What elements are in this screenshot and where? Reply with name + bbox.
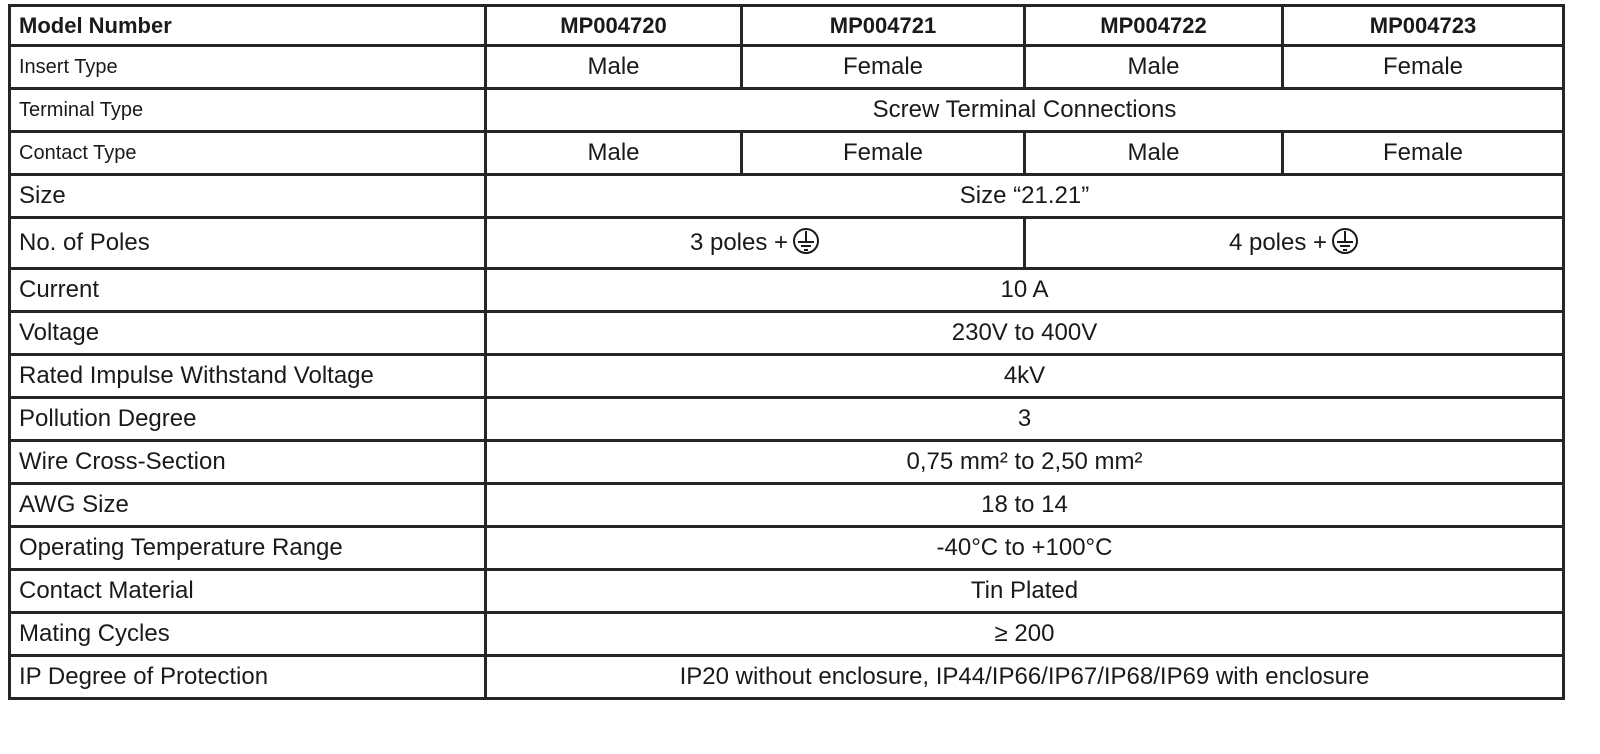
- table-row: Voltage 230V to 400V: [8, 310, 1565, 356]
- row-label: Pollution Degree: [8, 396, 487, 442]
- table-row: Size Size “21.21”: [8, 173, 1565, 219]
- cell-value: Screw Terminal Connections: [484, 87, 1565, 133]
- ground-symbol-icon: [1331, 227, 1359, 260]
- cell-value: Male: [1023, 44, 1284, 90]
- row-label: Contact Type: [8, 130, 487, 176]
- header-row: Model Number MP004720 MP004721 MP004722 …: [8, 4, 1565, 47]
- row-label: Operating Temperature Range: [8, 525, 487, 571]
- cell-value: -40°C to +100°C: [484, 525, 1565, 571]
- row-label: Insert Type: [8, 44, 487, 90]
- cell-value: IP20 without enclosure, IP44/IP66/IP67/I…: [484, 654, 1565, 700]
- row-label: Wire Cross-Section: [8, 439, 487, 485]
- table-row: Current 10 A: [8, 267, 1565, 313]
- row-label: Mating Cycles: [8, 611, 487, 657]
- poles-cell: 4 poles +: [1023, 216, 1565, 270]
- cell-value: Female: [740, 130, 1026, 176]
- cell-value: Size “21.21”: [484, 173, 1565, 219]
- table-row: Contact Material Tin Plated: [8, 568, 1565, 614]
- cell-value: Male: [484, 44, 743, 90]
- table-row: Contact Type Male Female Male Female: [8, 130, 1565, 176]
- row-label: Voltage: [8, 310, 487, 356]
- model-header: MP004721: [740, 4, 1026, 47]
- cell-value: 230V to 400V: [484, 310, 1565, 356]
- table-row: No. of Poles 3 poles + 4 poles +: [8, 216, 1565, 270]
- table-row: Rated Impulse Withstand Voltage 4kV: [8, 353, 1565, 399]
- table-row: Mating Cycles ≥ 200: [8, 611, 1565, 657]
- cell-value: 18 to 14: [484, 482, 1565, 528]
- cell-value: 3: [484, 396, 1565, 442]
- cell-value: 4 poles +: [1228, 228, 1328, 256]
- cell-value: Tin Plated: [484, 568, 1565, 614]
- cell-value: Male: [484, 130, 743, 176]
- row-label: Size: [8, 173, 487, 219]
- table-row: AWG Size 18 to 14: [8, 482, 1565, 528]
- row-label: Terminal Type: [8, 87, 487, 133]
- cell-value: Female: [1281, 44, 1565, 90]
- row-label: AWG Size: [8, 482, 487, 528]
- cell-value: Female: [740, 44, 1026, 90]
- cell-value: 10 A: [484, 267, 1565, 313]
- row-label: Current: [8, 267, 487, 313]
- row-label: Rated Impulse Withstand Voltage: [8, 353, 487, 399]
- ground-symbol-icon: [792, 227, 820, 260]
- cell-value: 4kV: [484, 353, 1565, 399]
- model-header: MP004720: [484, 4, 743, 47]
- cell-value: ≥ 200: [484, 611, 1565, 657]
- table-row: IP Degree of Protection IP20 without enc…: [8, 654, 1565, 700]
- cell-value: 3 poles +: [689, 228, 789, 256]
- header-label: Model Number: [8, 4, 487, 47]
- table-row: Insert Type Male Female Male Female: [8, 44, 1565, 90]
- spec-table: Model Number MP004720 MP004721 MP004722 …: [8, 4, 1565, 700]
- cell-value: Female: [1281, 130, 1565, 176]
- table-row: Wire Cross-Section 0,75 mm² to 2,50 mm²: [8, 439, 1565, 485]
- poles-cell: 3 poles +: [484, 216, 1026, 270]
- model-header: MP004723: [1281, 4, 1565, 47]
- cell-value: 0,75 mm² to 2,50 mm²: [484, 439, 1565, 485]
- table-row: Terminal Type Screw Terminal Connections: [8, 87, 1565, 133]
- row-label: Contact Material: [8, 568, 487, 614]
- cell-value: Male: [1023, 130, 1284, 176]
- table-row: Pollution Degree 3: [8, 396, 1565, 442]
- row-label: IP Degree of Protection: [8, 654, 487, 700]
- table-row: Operating Temperature Range -40°C to +10…: [8, 525, 1565, 571]
- model-header: MP004722: [1023, 4, 1284, 47]
- row-label: No. of Poles: [8, 216, 487, 270]
